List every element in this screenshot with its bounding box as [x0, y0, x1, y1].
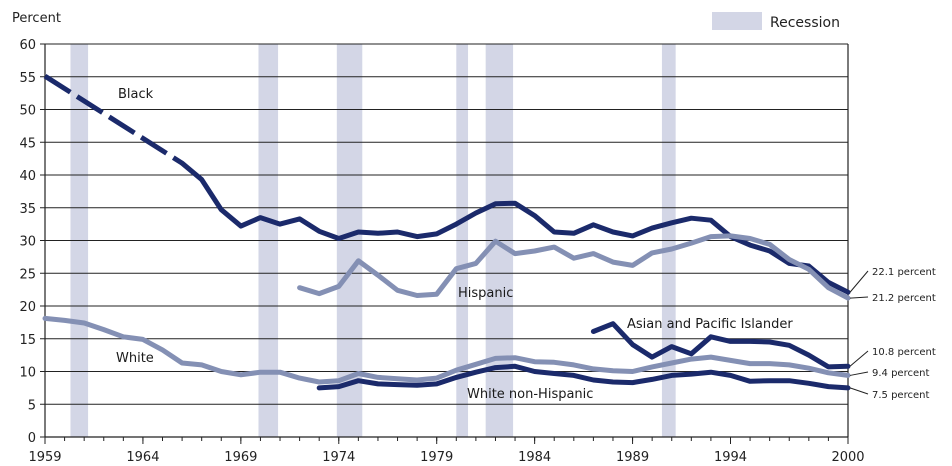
end-label-leaders: [849, 270, 869, 395]
leader-line-black: [849, 270, 869, 293]
y-axis-label: Percent: [12, 11, 61, 26]
y-tick-label-25: 25: [19, 267, 36, 282]
series-label-asian-pacific-islander: Asian and Pacific Islander: [627, 317, 793, 332]
y-tick-label-55: 55: [19, 71, 36, 86]
series-lines: [42, 73, 851, 391]
y-tick-label-15: 15: [19, 333, 36, 348]
legend-recession-swatch: [712, 12, 762, 30]
y-tick-label-60: 60: [19, 38, 36, 53]
series-label-black: Black: [118, 87, 154, 102]
x-tick-label-1969: 1969: [224, 450, 257, 465]
end-label-hispanic: 21.2 percent: [872, 293, 936, 304]
series-line-white-non-hispanic: [316, 363, 851, 391]
axes: 0 5 10 15 20 25 30 35 40 45 50 55 60 1959 1964 1969 1974…: [19, 38, 864, 465]
y-tick-label-35: 35: [19, 202, 36, 217]
leader-line-white-non-hispanic: [849, 387, 869, 395]
series-label-white: White: [116, 351, 154, 366]
end-label-white: 9.4 percent: [872, 368, 929, 379]
series-line-black: [179, 160, 851, 295]
y-tick-label-50: 50: [19, 104, 36, 119]
y-tick-label-40: 40: [19, 169, 36, 184]
end-label-white-non-hispanic: 7.5 percent: [872, 390, 929, 401]
x-tick-label-2000: 2000: [831, 450, 864, 465]
y-tick-label-20: 20: [19, 300, 36, 315]
x-tick-label-1959: 1959: [28, 450, 61, 465]
leader-line-asian-and-pacific-islander: [849, 350, 869, 367]
series-line-asian-and-pacific-islander: [590, 321, 851, 370]
series-line-black-dashed: [43, 73, 184, 166]
x-tick-label-1964: 1964: [126, 450, 159, 465]
series-label-hispanic: Hispanic: [458, 286, 513, 301]
leader-line-hispanic: [849, 296, 869, 299]
y-tick-label-30: 30: [19, 235, 36, 250]
y-tick-label-0: 0: [28, 431, 36, 446]
end-label-asian-pacific-islander: 10.8 percent: [872, 347, 936, 358]
end-label-black: 22.1 percent: [872, 267, 936, 278]
y-tick-label-10: 10: [19, 366, 36, 381]
x-tick-label-1989: 1989: [616, 450, 649, 465]
leader-line-white: [849, 371, 869, 376]
series-line-hispanic: [297, 233, 851, 301]
x-tick-label-1984: 1984: [518, 450, 551, 465]
series-label-white-non-hispanic: White non-Hispanic: [467, 387, 593, 402]
legend-recession-label: Recession: [770, 15, 840, 31]
labels: Percent Recession Black Hispanic Asian a…: [12, 11, 936, 402]
x-tick-label-1994: 1994: [714, 450, 747, 465]
y-tick-label-5: 5: [28, 398, 36, 413]
series-line-white: [42, 315, 851, 385]
y-tick-label-45: 45: [19, 136, 36, 151]
x-tick-label-1979: 1979: [420, 450, 453, 465]
x-tick-label-1974: 1974: [322, 450, 355, 465]
